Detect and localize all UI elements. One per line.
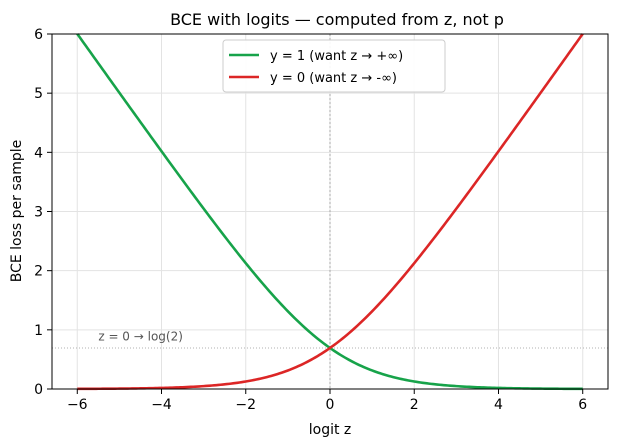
legend: y = 1 (want z → +∞) y = 0 (want z → -∞) [222, 39, 446, 93]
legend-box [222, 39, 446, 93]
x-tick-label: 2 [410, 397, 419, 413]
chart-title: BCE with logits — computed from z, not p [170, 10, 504, 29]
log2-annotation: z = 0 → log(2) [98, 329, 183, 343]
x-axis-label: logit z [309, 422, 352, 438]
y-tick-label: 5 [34, 86, 43, 102]
x-tick-label: −2 [235, 397, 256, 413]
y-tick-label: 2 [34, 264, 43, 280]
y-axis-ticks: 0 1 2 3 4 5 6 [34, 27, 52, 398]
y-tick-label: 4 [34, 145, 43, 161]
legend-entry: y = 1 (want z → +∞) [270, 49, 403, 64]
x-tick-label: −6 [67, 397, 88, 413]
y-tick-label: 0 [34, 382, 43, 398]
y-tick-label: 1 [34, 323, 43, 339]
x-tick-label: 0 [326, 397, 335, 413]
series-line-y0 [77, 33, 584, 391]
x-tick-label: 6 [578, 397, 587, 413]
reference-lines [52, 34, 608, 389]
x-tick-label: 4 [494, 397, 503, 413]
y-axis-label: BCE loss per sample [9, 140, 25, 283]
y-tick-label: 6 [34, 27, 43, 43]
series-lines [76, 33, 584, 391]
y-tick-label: 3 [34, 205, 43, 221]
legend-entry: y = 0 (want z → -∞) [270, 71, 397, 86]
x-axis-ticks: −6 −4 −2 0 2 4 6 [67, 389, 587, 413]
x-tick-label: −4 [151, 397, 172, 413]
